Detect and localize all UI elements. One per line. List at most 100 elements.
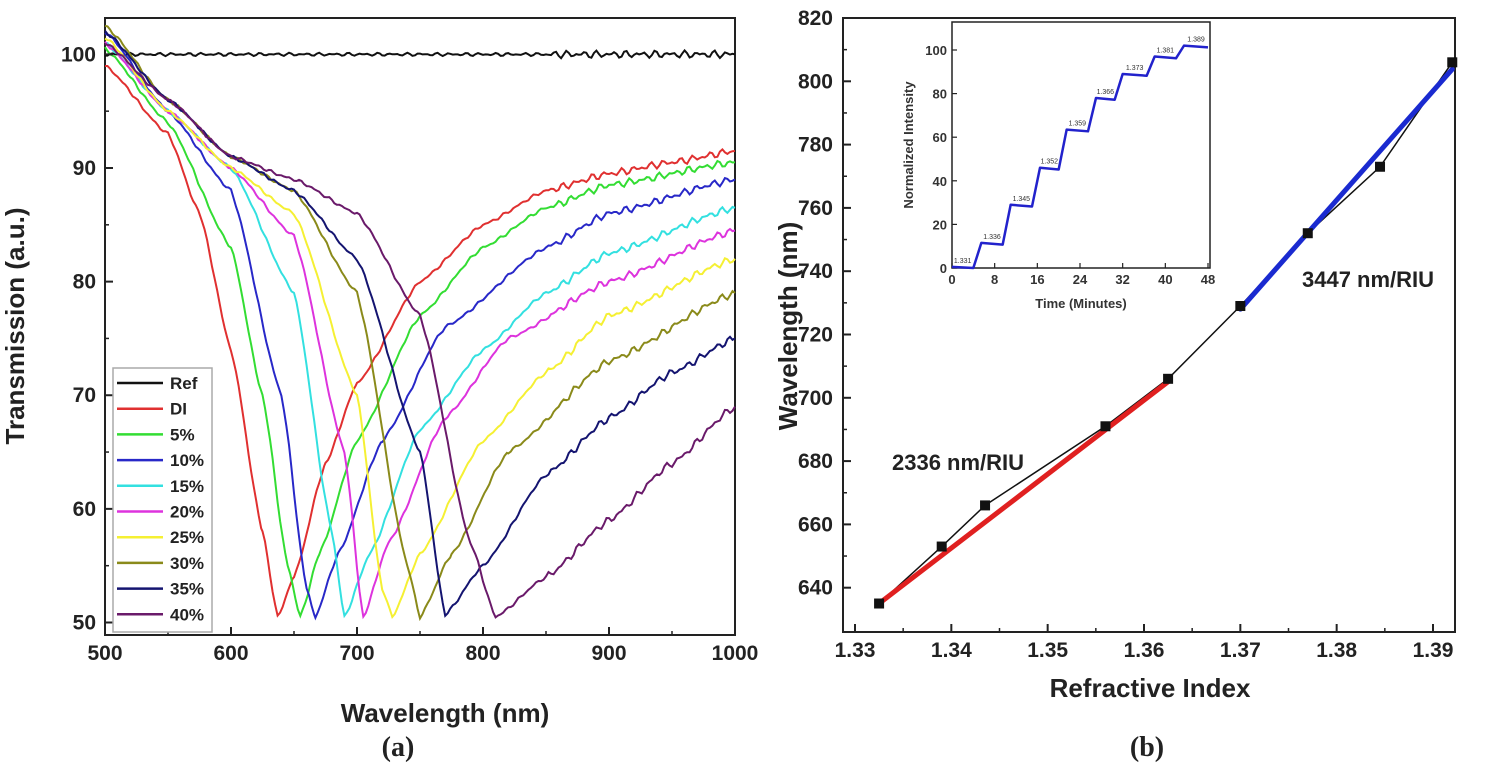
legend-label: 5% [170, 425, 195, 444]
inset-series: 1.331 1.336 1.345 1.352 1.359 1.366 1.373 1.381… [951, 37, 1209, 270]
data-point [936, 541, 947, 552]
panel-b: 1.33 1.34 1.35 1.36 1.37 1.38 1.39 640 660 680 700… [773, 7, 1458, 763]
inset-step-label: 1.352 [1041, 159, 1059, 166]
inset-x-tick-label: 32 [1115, 272, 1129, 287]
data-point [980, 500, 991, 511]
y-tick-label: 820 [798, 7, 833, 30]
panel-a: 500 600 700 800 900 1000 50 60 70 80 90 100 Ref DI 5%… [0, 17, 759, 763]
x-tick-label: 1.39 [1413, 639, 1454, 662]
x-tick-label: 600 [213, 642, 248, 665]
y-tick-label: 760 [798, 197, 833, 220]
panel-a-xlabel: Wavelength (nm) [341, 698, 549, 728]
inset-xlabel: Time (Minutes) [1035, 296, 1127, 311]
legend-label: 35% [170, 580, 204, 599]
series-line-25pct [104, 37, 736, 620]
inset-y-tick-label: 0 [940, 261, 947, 276]
fit-label-low: 2336 nm/RIU [892, 450, 1024, 475]
y-tick-label: 700 [798, 387, 833, 410]
y-tick-label: 70 [73, 384, 96, 407]
inset-step-label: 1.373 [1126, 65, 1144, 72]
inset-frame [951, 21, 1211, 269]
legend-label: 15% [170, 477, 204, 496]
series-line-ref [105, 48, 736, 60]
panel-a-ylabel: Transmission (a.u.) [0, 208, 30, 445]
panel-b-ylabel: Wavelength (nm) [773, 222, 803, 430]
inset-x-tick-label: 0 [948, 272, 955, 287]
x-tick-label: 500 [87, 642, 122, 665]
y-tick-label: 80 [73, 271, 96, 294]
data-point [1447, 57, 1458, 68]
series-line-40pct [104, 42, 736, 619]
data-point [874, 598, 885, 609]
panel-a-ticks: 500 600 700 800 900 1000 50 60 70 80 90 100 [61, 43, 759, 665]
fit-line-low [876, 379, 1171, 607]
panel-b-caption: (b) [1130, 732, 1164, 763]
panel-a-caption: (a) [382, 732, 415, 763]
inset-step-label: 1.359 [1069, 121, 1087, 128]
series-line-di [105, 65, 736, 618]
inset-line [951, 44, 1209, 270]
x-tick-label: 1.38 [1316, 639, 1357, 662]
x-tick-label: 800 [465, 642, 500, 665]
legend-label: Ref [170, 374, 198, 393]
x-tick-label: 1.37 [1220, 639, 1261, 662]
inset-step-label: 1.366 [1097, 89, 1115, 96]
series-line-35pct [104, 30, 736, 618]
panel-b-xlabel: Refractive Index [1050, 673, 1251, 703]
y-tick-label: 90 [73, 157, 96, 180]
data-point [1302, 228, 1313, 239]
legend-label: 20% [170, 503, 204, 522]
y-tick-label: 680 [798, 450, 833, 473]
legend-label: 40% [170, 605, 204, 624]
series-line-20pct [104, 41, 736, 620]
panel-a-series [104, 24, 736, 622]
inset-y-tick-label: 40 [933, 174, 947, 189]
x-tick-label: 900 [591, 642, 626, 665]
inset-y-tick-label: 100 [925, 43, 947, 58]
y-tick-label: 740 [798, 260, 833, 283]
x-tick-label: 1000 [712, 642, 759, 665]
x-tick-label: 1.34 [931, 639, 972, 662]
inset-step-label: 1.389 [1187, 37, 1205, 44]
y-tick-label: 60 [73, 498, 96, 521]
inset-x-tick-label: 40 [1158, 272, 1172, 287]
legend-label: 10% [170, 451, 204, 470]
fit-label-high: 3447 nm/RIU [1302, 267, 1434, 292]
y-tick-label: 780 [798, 134, 833, 157]
legend-label: 25% [170, 528, 204, 547]
inset-chart: 0 8 16 24 32 40 48 0 20 40 60 80 100 1.331 1.336 1.345… [901, 21, 1215, 311]
series-line-5pct [104, 46, 736, 619]
inset-step-label: 1.331 [954, 258, 972, 265]
x-tick-label: 1.35 [1027, 639, 1068, 662]
y-tick-label: 640 [798, 577, 833, 600]
panel-b-ticks: 1.33 1.34 1.35 1.36 1.37 1.38 1.39 640 660 680 700… [798, 7, 1453, 662]
data-point [1235, 301, 1246, 312]
data-point [1163, 373, 1174, 384]
y-tick-label: 800 [798, 70, 833, 93]
inset-x-tick-label: 48 [1201, 272, 1215, 287]
legend-label: 30% [170, 554, 204, 573]
inset-y-tick-label: 60 [933, 130, 947, 145]
inset-y-tick-label: 20 [933, 217, 947, 232]
y-tick-label: 50 [73, 612, 96, 635]
legend-label: DI [170, 400, 187, 419]
y-tick-label: 720 [798, 323, 833, 346]
x-tick-label: 1.33 [835, 639, 876, 662]
y-tick-label: 100 [61, 43, 96, 66]
inset-step-label: 1.336 [983, 234, 1001, 241]
data-point [1100, 421, 1111, 432]
x-tick-label: 700 [339, 642, 374, 665]
series-line-10pct [104, 32, 736, 621]
inset-step-label: 1.381 [1157, 48, 1175, 55]
inset-step-label: 1.345 [1013, 196, 1031, 203]
inset-x-tick-label: 24 [1073, 272, 1088, 287]
panel-b-series [874, 57, 1458, 609]
y-tick-label: 660 [798, 513, 833, 536]
inset-ylabel: Normalized Intensity [901, 81, 916, 209]
inset-ticks: 0 8 16 24 32 40 48 0 20 40 60 80 100 [925, 43, 1215, 287]
inset-x-tick-label: 16 [1030, 272, 1044, 287]
fit-line-high [1237, 66, 1455, 312]
data-point [1375, 161, 1386, 172]
